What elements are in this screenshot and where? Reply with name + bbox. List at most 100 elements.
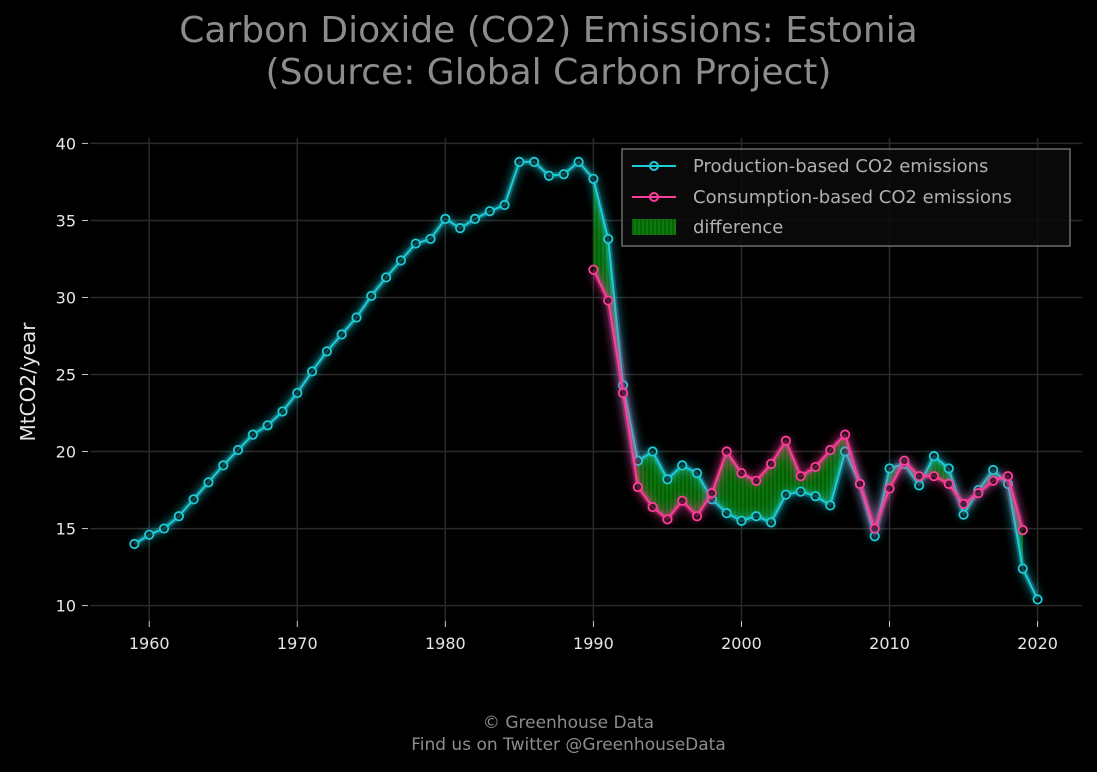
production-point-2020 bbox=[1032, 594, 1043, 605]
production-point-1991 bbox=[603, 233, 614, 245]
consumption-point-2018 bbox=[1002, 471, 1014, 482]
consumption-point-2004 bbox=[795, 471, 806, 482]
production-point-1965 bbox=[218, 460, 229, 471]
consumption-point-1991 bbox=[603, 295, 614, 306]
legend-label-difference: difference bbox=[693, 217, 783, 238]
production-point-2017 bbox=[988, 464, 999, 476]
footer-copyright: © Greenhouse Data bbox=[482, 713, 655, 733]
production-point-2012 bbox=[914, 480, 925, 491]
series-lines bbox=[129, 156, 1043, 605]
consumption-point-1998 bbox=[706, 488, 717, 499]
y-tick-label-10: 10 bbox=[56, 597, 76, 616]
production-point-1983 bbox=[484, 206, 495, 217]
production-point-1968 bbox=[262, 420, 273, 431]
production-point-1980 bbox=[440, 213, 451, 224]
x-tick-label-1990: 1990 bbox=[573, 634, 614, 653]
consumption-point-2014 bbox=[943, 478, 954, 489]
production-point-1982 bbox=[469, 213, 481, 224]
consumption-point-2005 bbox=[810, 461, 821, 473]
x-tick-label-1980: 1980 bbox=[425, 634, 466, 653]
production-point-1973 bbox=[336, 329, 347, 340]
legend-label-production: Production-based CO2 emissions bbox=[693, 156, 988, 177]
consumption-point-2003 bbox=[780, 435, 791, 446]
consumption-point-2006 bbox=[825, 444, 836, 456]
chart-title: Carbon Dioxide (CO2) Emissions: Estonia … bbox=[0, 10, 1097, 94]
production-point-2000 bbox=[736, 515, 747, 526]
y-tick-label-35: 35 bbox=[56, 211, 76, 230]
production-point-1984 bbox=[499, 199, 510, 211]
production-point-2005 bbox=[810, 491, 821, 502]
production-point-1978 bbox=[410, 238, 421, 249]
production-point-2013 bbox=[928, 451, 940, 462]
y-tick-label-30: 30 bbox=[56, 288, 76, 307]
production-point-1963 bbox=[188, 494, 199, 505]
production-point-1977 bbox=[395, 255, 407, 266]
x-tick-label-2020: 2020 bbox=[1017, 634, 1058, 653]
x-tick-label-1960: 1960 bbox=[129, 634, 170, 653]
production-point-1987 bbox=[543, 170, 555, 181]
production-point-1961 bbox=[158, 523, 170, 534]
consumption-point-1992 bbox=[617, 387, 629, 399]
production-point-1959 bbox=[129, 538, 140, 550]
consumption-point-1997 bbox=[691, 511, 703, 522]
legend: Production-based CO2 emissions Consumpti… bbox=[621, 148, 1071, 247]
production-point-1967 bbox=[247, 429, 258, 440]
production-point-1971 bbox=[306, 366, 318, 377]
y-tick-label-25: 25 bbox=[56, 366, 76, 385]
consumption-point-2000 bbox=[736, 467, 747, 479]
production-point-1995 bbox=[662, 474, 673, 485]
footer-twitter: Find us on Twitter @GreenhouseData bbox=[411, 735, 726, 755]
consumption-point-2013 bbox=[928, 471, 940, 482]
legend-consumption-marker bbox=[649, 192, 659, 202]
production-point-2010 bbox=[884, 463, 895, 474]
consumption-point-1993 bbox=[632, 481, 643, 493]
production-point-1974 bbox=[351, 312, 362, 323]
production-point-1990 bbox=[588, 173, 599, 184]
y-tick-label-15: 15 bbox=[56, 520, 76, 539]
legend-box bbox=[621, 148, 1071, 247]
production-point-1986 bbox=[529, 156, 540, 167]
production-point-1999 bbox=[721, 508, 732, 519]
production-point-1969 bbox=[277, 406, 288, 417]
production-point-2006 bbox=[825, 500, 836, 511]
production-point-1970 bbox=[292, 387, 303, 399]
production-point-1966 bbox=[232, 444, 244, 456]
y-tick-label-40: 40 bbox=[56, 134, 76, 153]
consumption-point-2010 bbox=[884, 483, 895, 494]
consumption-point-2001 bbox=[751, 475, 762, 486]
production-point-1972 bbox=[321, 346, 332, 357]
production-point-2015 bbox=[958, 509, 969, 520]
consumption-point-2011 bbox=[899, 455, 910, 466]
consumption-point-2002 bbox=[765, 458, 777, 469]
chart-title-line-2: (Source: Global Carbon Project) bbox=[265, 52, 832, 93]
consumption-point-2019 bbox=[1017, 525, 1028, 536]
production-point-1997 bbox=[691, 467, 703, 479]
production-point-2002 bbox=[765, 517, 777, 528]
consumption-point-1994 bbox=[647, 501, 658, 513]
production-point-1996 bbox=[677, 460, 688, 471]
y-tick-label-20: 20 bbox=[56, 443, 76, 462]
legend-difference-swatch bbox=[632, 219, 676, 235]
production-point-1994 bbox=[647, 446, 658, 457]
consumption-point-1995 bbox=[662, 514, 673, 525]
consumption-point-2009 bbox=[869, 523, 880, 534]
axes: 1960 1970 1980 1990 2000 2010 2020 10 15 20 25 30 35… bbox=[56, 134, 1058, 653]
consumption-point-2016 bbox=[973, 488, 984, 499]
production-point-1976 bbox=[381, 272, 392, 283]
consumption-point-1999 bbox=[721, 446, 732, 457]
production-point-1985 bbox=[514, 156, 525, 167]
consumption-point-1990 bbox=[588, 264, 599, 275]
production-point-1975 bbox=[366, 290, 377, 302]
footer: © Greenhouse Data Find us on Twitter @Gr… bbox=[0, 712, 1097, 756]
consumption-point-2015 bbox=[958, 498, 969, 510]
x-tick-label-2010: 2010 bbox=[869, 634, 910, 653]
y-axis-title: MtCO2/year bbox=[16, 322, 40, 442]
production-point-2014 bbox=[943, 463, 954, 474]
x-tick-label-2000: 2000 bbox=[721, 634, 762, 653]
production-point-1989 bbox=[573, 156, 584, 167]
production-point-1981 bbox=[455, 223, 466, 234]
consumption-point-2007 bbox=[840, 429, 851, 440]
production-point-1960 bbox=[144, 529, 155, 540]
production-point-2004 bbox=[795, 486, 806, 497]
